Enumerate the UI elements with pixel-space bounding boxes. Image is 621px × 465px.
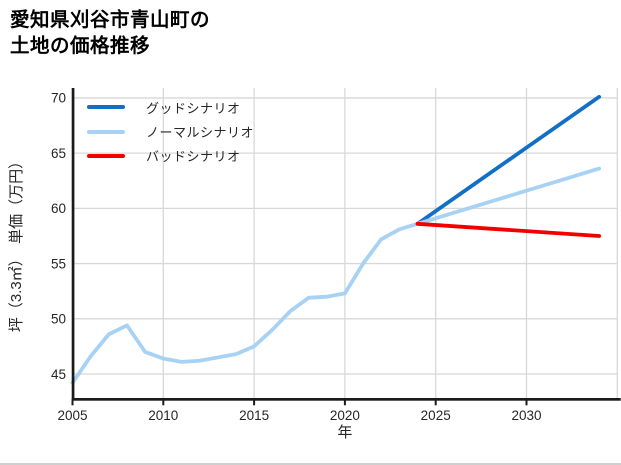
y-tick-label: 50	[51, 312, 66, 327]
x-tick-label: 2025	[421, 408, 451, 423]
x-tick-label: 2015	[239, 408, 269, 423]
x-axis-spine	[71, 398, 621, 401]
x-tick-label: 2010	[148, 408, 178, 423]
legend-item-good-scenario: グッドシナリオ	[87, 95, 254, 119]
legend-label-normal-scenario: ノーマルシナリオ	[146, 125, 255, 141]
y-tick-label: 55	[51, 256, 66, 271]
bad-scenario-line	[415, 221, 602, 238]
x-tick-label: 2005	[57, 408, 87, 423]
chart-title: 愛知県刈谷市青山町の 土地の価格推移	[10, 9, 211, 57]
normal-scenario-line	[415, 166, 602, 226]
x-axis-title: 年	[337, 424, 352, 441]
good-scenario-line-swatch	[87, 105, 125, 110]
y-tick-label: 70	[51, 91, 66, 106]
x-tick-label: 2030	[511, 408, 541, 423]
x-tick-label: 2020	[330, 408, 360, 423]
historical-price-line	[70, 221, 420, 385]
bad-scenario-line-swatch	[87, 153, 125, 158]
window-bottom-edge	[0, 463, 621, 465]
y-axis-title: 坪（3.3㎡） 単価（万円）	[8, 154, 25, 332]
good-scenario-line	[415, 94, 602, 226]
normal-scenario-line-swatch	[87, 129, 125, 134]
legend-item-bad-scenario: バッドシナリオ	[87, 144, 254, 168]
legend-label-bad-scenario: バッドシナリオ	[146, 149, 241, 165]
y-axis-spine	[71, 88, 75, 401]
y-tick-label: 45	[51, 367, 66, 382]
y-tick-label: 60	[51, 201, 66, 216]
legend-item-normal-scenario: ノーマルシナリオ	[87, 119, 254, 143]
y-tick-label: 65	[51, 146, 66, 161]
legend: グッドシナリオ ノーマルシナリオ バッドシナリオ	[87, 95, 254, 168]
legend-label-good-scenario: グッドシナリオ	[146, 100, 241, 116]
